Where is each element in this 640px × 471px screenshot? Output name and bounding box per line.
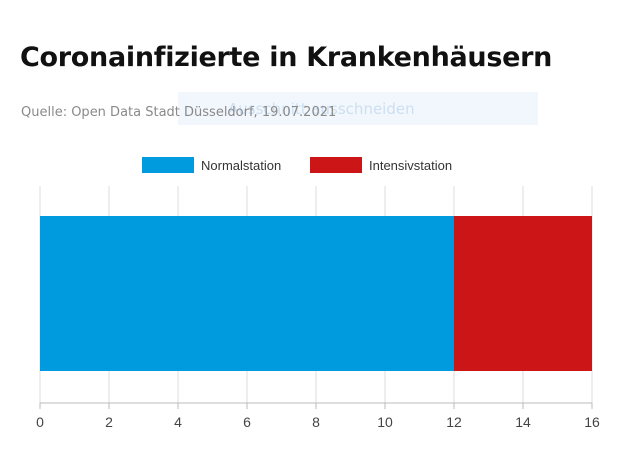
x-tick-label: 4	[174, 414, 182, 430]
bars	[40, 216, 592, 371]
chart-title: Coronainfizierte in Krankenhäusern	[20, 42, 553, 73]
legend-label-intensive: Intensivstation	[369, 158, 452, 173]
crop-overlay-label: Ausschnitt ausschneiden	[228, 100, 415, 118]
legend: Normalstation Intensivstation	[142, 157, 452, 173]
legend-swatch-intensive	[310, 157, 362, 173]
bar-normalstation[interactable]	[40, 216, 454, 371]
x-tick-label: 16	[584, 414, 600, 430]
x-tick-label: 12	[446, 414, 462, 430]
chart-source: Quelle: Open Data Stadt Düsseldorf, 19.0…	[21, 105, 337, 120]
x-tick-label: 14	[515, 414, 531, 430]
x-axis-ticks: 0 2 4 6 8 10 12 14 16	[36, 403, 600, 430]
bar-intensivstation[interactable]	[454, 216, 592, 371]
legend-item-intensive[interactable]: Intensivstation	[310, 157, 452, 173]
x-tick-label: 2	[105, 414, 113, 430]
legend-item-normal[interactable]: Normalstation	[142, 157, 281, 173]
x-tick-label: 6	[243, 414, 251, 430]
x-tick-label: 8	[312, 414, 320, 430]
x-tick-label: 10	[377, 414, 393, 430]
legend-label-normal: Normalstation	[201, 158, 281, 173]
crop-overlay[interactable]	[178, 92, 538, 125]
legend-swatch-normal	[142, 157, 194, 173]
x-tick-label: 0	[36, 414, 44, 430]
